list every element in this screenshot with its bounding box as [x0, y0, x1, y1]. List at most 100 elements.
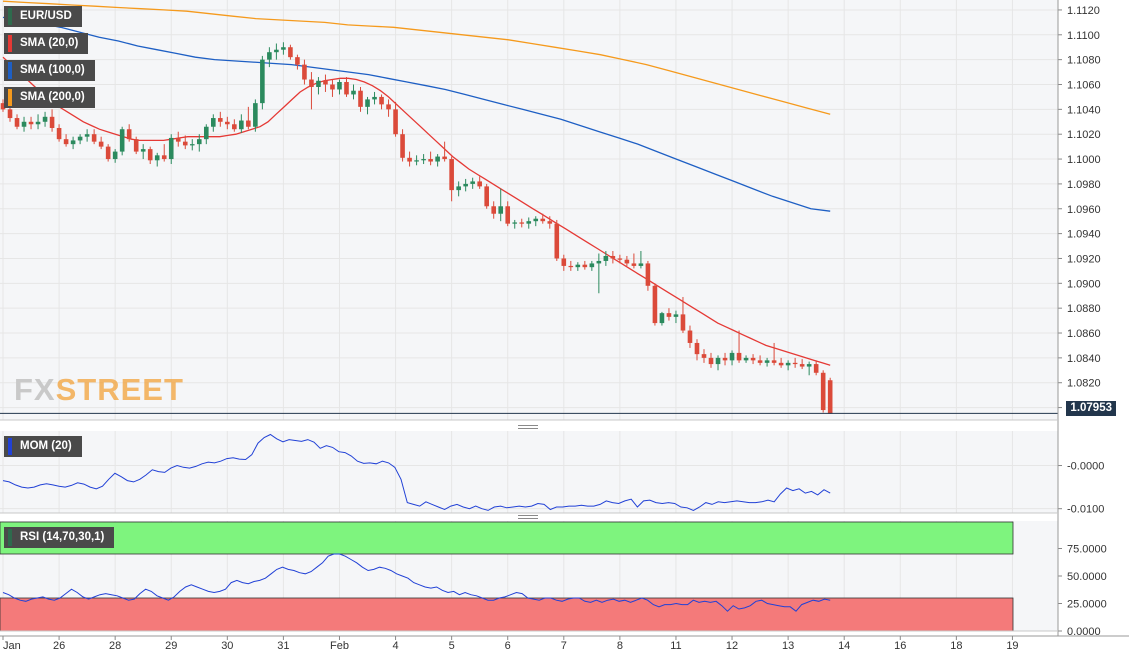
y-tick-label: 1.0900 [1067, 278, 1101, 290]
candle-body [673, 314, 679, 317]
candle-body [547, 221, 553, 224]
rsi-line [2, 553, 831, 612]
y-tick-label: 25.0000 [1067, 599, 1107, 611]
candle-body [189, 144, 195, 146]
candle-body [463, 183, 468, 187]
candle-body [14, 118, 20, 127]
candle-body [414, 160, 419, 162]
y-tick-label: 1.0940 [1067, 229, 1101, 241]
candle-body [168, 137, 174, 160]
legend-sma20[interactable]: SMA (20,0) [4, 33, 89, 54]
x-tick-label: 5 [449, 640, 455, 652]
candle-body [778, 362, 784, 366]
candle-body [239, 120, 244, 130]
candle-body [330, 84, 335, 90]
candle-body [358, 90, 363, 107]
candle-body [337, 82, 342, 90]
candle-body [246, 120, 251, 127]
candle-body [49, 116, 55, 128]
candle-body [659, 313, 665, 324]
candle-body [743, 357, 749, 361]
candle-body [232, 124, 237, 130]
candle-body [771, 360, 777, 363]
candle-body [827, 380, 833, 414]
candle-body [35, 121, 41, 125]
legend-sma200[interactable]: SMA (200,0) [4, 87, 95, 108]
candle-body [77, 136, 83, 141]
x-tick-label: 18 [950, 640, 962, 652]
pane-background [0, 431, 1058, 513]
candle-body [140, 149, 146, 152]
candle-body [63, 139, 69, 145]
sma100-line [2, 16, 831, 212]
sma200-line [2, 0, 831, 115]
x-tick-label: 19 [1006, 640, 1018, 652]
y-tick-label: 1.0840 [1067, 353, 1101, 365]
candle-body [281, 47, 286, 50]
candle-body [56, 127, 62, 140]
candle-body [554, 223, 560, 259]
candle-body [28, 121, 34, 125]
candle-body [393, 109, 398, 135]
candle-body [652, 285, 658, 324]
candle-body [154, 155, 160, 161]
candle-body [323, 80, 328, 85]
candle-body [435, 156, 440, 162]
candle-body [484, 186, 489, 207]
pane-resize-handle-2[interactable] [518, 515, 538, 519]
fxstreet-logo: FXSTREET [14, 372, 184, 407]
candle-body [715, 357, 721, 365]
candle-body [407, 157, 412, 162]
y-tick-label: 1.1120 [1067, 5, 1100, 17]
candle-body [708, 357, 714, 365]
candle-body [617, 258, 623, 260]
x-tick-label: 4 [392, 640, 398, 652]
candle-body [133, 139, 139, 152]
candle-body [561, 258, 567, 266]
candle-body [456, 186, 461, 191]
candle-body [70, 140, 76, 145]
x-tick-label: 29 [165, 640, 177, 652]
y-tick-label: 1.0880 [1067, 303, 1101, 315]
candle-body [470, 181, 475, 184]
candle-body [203, 126, 209, 140]
candle-body [84, 134, 90, 137]
x-tick-label: Feb [330, 640, 349, 652]
pane-resize-handle-1[interactable] [518, 425, 538, 429]
x-tick-label: Jan [3, 640, 21, 652]
legend-sma100[interactable]: SMA (100,0) [4, 60, 95, 81]
legend-symbol[interactable]: EUR/USD [4, 6, 82, 27]
candle-body [757, 360, 763, 363]
candle-body [7, 109, 13, 119]
x-tick-label: 11 [670, 640, 681, 652]
candle-body [596, 260, 602, 264]
candle-body [449, 159, 454, 191]
candle-body [119, 129, 125, 152]
candle-body [645, 263, 651, 286]
y-tick-label: 1.0920 [1067, 253, 1101, 265]
candle-body [379, 96, 384, 105]
candle-body [792, 362, 798, 365]
candle-body [694, 342, 700, 355]
candle-body [386, 104, 391, 110]
y-tick-label: 1.1080 [1067, 55, 1101, 67]
momentum-line [2, 433, 831, 511]
y-tick-label: 1.0820 [1067, 378, 1101, 390]
candle-body [512, 222, 518, 224]
candle-body [540, 218, 546, 222]
candle-body [253, 103, 258, 127]
candle-body [610, 255, 616, 259]
y-tick-label: 1.1000 [1067, 154, 1101, 166]
candle-body [687, 330, 693, 343]
candle-body [491, 206, 496, 214]
candle-body [91, 134, 97, 142]
y-tick-label: 1.1100 [1067, 30, 1100, 42]
y-tick-label: 1.1060 [1067, 79, 1101, 91]
x-tick-label: 26 [53, 640, 65, 652]
legend-rsi[interactable]: RSI (14,70,30,1) [4, 527, 115, 548]
candle-body [196, 139, 202, 145]
y-tick-label: 1.0960 [1067, 204, 1101, 216]
legend-mom[interactable]: MOM (20) [4, 436, 82, 457]
y-tick-label: -0.0000 [1067, 461, 1104, 473]
